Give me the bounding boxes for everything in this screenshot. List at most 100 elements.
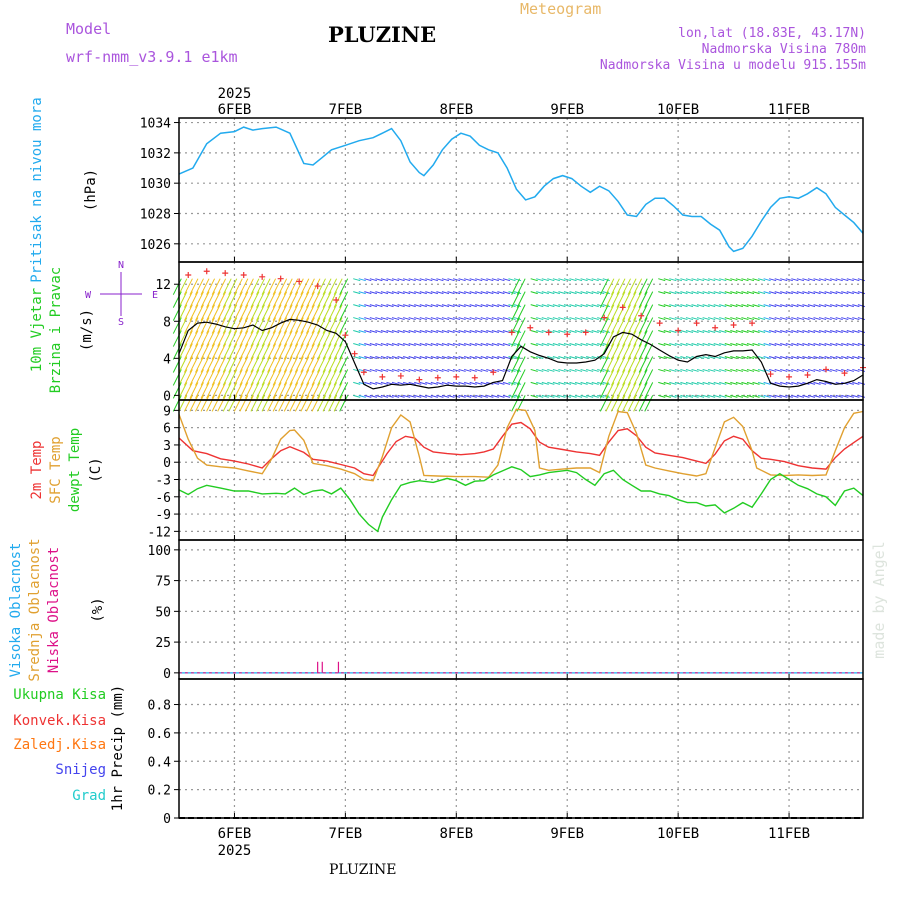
wind-barb: [458, 343, 466, 346]
wind-barb: [178, 278, 188, 295]
wind-barb: [305, 395, 315, 412]
wind-barb: [663, 394, 671, 398]
wind-barb: [685, 291, 694, 295]
gust-marker: [656, 320, 663, 327]
wind-barb: [638, 291, 648, 308]
y-tick-label: 4: [163, 352, 171, 367]
wind-barb: [375, 394, 383, 398]
wind-barb: [841, 330, 849, 334]
wind-barb: [752, 343, 760, 346]
wind-barb: [475, 278, 483, 282]
wind-barb: [328, 278, 338, 295]
wind-barb: [852, 317, 860, 321]
wind-barb: [513, 291, 522, 295]
wind-barb: [746, 304, 755, 308]
wind-barb: [780, 394, 788, 398]
wind-barb: [658, 343, 666, 346]
wind-barb: [283, 291, 293, 308]
wind-barb: [605, 291, 615, 308]
wind-barb: [222, 317, 232, 334]
wind-barb: [708, 317, 716, 321]
wind-barb: [369, 368, 378, 372]
wind-barb: [547, 291, 555, 295]
wind-barb: [627, 278, 637, 295]
wind-barb: [200, 330, 210, 347]
gust-marker: [360, 369, 367, 376]
wind-barb: [283, 330, 293, 347]
wind-barb: [774, 291, 782, 295]
lonlat-label: lon,lat (18.83E, 43.17N): [678, 26, 866, 41]
wind-barb: [380, 381, 389, 385]
wind-barb: [644, 304, 654, 321]
wind-barb: [719, 278, 727, 282]
wind-barb: [633, 343, 643, 360]
wind-barb: [322, 330, 332, 347]
wind-barb: [436, 291, 444, 295]
wind-barb: [414, 381, 422, 385]
wind-barb: [278, 382, 288, 399]
wind-barb: [691, 291, 699, 295]
wind-barb: [386, 355, 394, 359]
wind-barb: [552, 368, 561, 372]
wind-barb: [486, 368, 494, 372]
wind-barb: [369, 381, 378, 385]
wind-barb: [386, 317, 394, 321]
wind-barb: [791, 291, 799, 295]
wind-barb: [735, 304, 744, 308]
wind-barb: [283, 278, 293, 295]
wind-barb: [239, 369, 249, 386]
wind-barb: [835, 394, 843, 398]
wind-barb: [563, 304, 572, 308]
wind-barb: [852, 381, 860, 385]
wind-barb: [369, 278, 378, 282]
top-date-label: 7FEB: [329, 102, 363, 118]
wind-barb: [627, 304, 637, 321]
wind-barb: [513, 317, 522, 321]
wind-barb: [830, 317, 838, 321]
wind-barb: [300, 369, 310, 386]
wind-barb: [244, 304, 254, 321]
wind-barb: [511, 304, 521, 321]
wind-barb: [256, 304, 265, 321]
wind-barb: [317, 291, 326, 308]
wind-barb: [547, 394, 555, 398]
wind-barb: [536, 304, 544, 308]
wind-barb: [458, 304, 466, 308]
wind-barb: [713, 381, 721, 385]
wind-barb: [605, 395, 615, 412]
wind-barb: [558, 330, 566, 334]
wind-barb: [511, 330, 521, 347]
wind-barb: [391, 355, 400, 359]
wind-barb: [211, 395, 221, 412]
wind-barb: [233, 330, 243, 347]
wind-barb: [311, 356, 321, 373]
wind-barb: [769, 355, 777, 359]
wind-barb: [497, 343, 505, 346]
wind-barb: [785, 343, 793, 346]
wind-barb: [502, 355, 511, 359]
wind-barb: [328, 395, 338, 412]
wind-barb: [425, 291, 433, 295]
wind-barb: [591, 278, 599, 282]
wind-barb: [380, 368, 389, 372]
wind-barb: [261, 278, 271, 295]
wind-barb: [830, 330, 838, 334]
wind-barb: [172, 278, 182, 295]
wind-barb: [669, 330, 677, 334]
y-tick-label: 0.6: [148, 727, 171, 742]
wind-barb: [691, 368, 699, 372]
wind-barb: [217, 304, 227, 321]
gust-marker: [314, 283, 321, 290]
wind-barb: [663, 343, 671, 346]
wind-barb: [333, 382, 343, 399]
gust-marker: [619, 304, 626, 311]
wind-barb: [708, 304, 716, 308]
wind-barb: [441, 368, 450, 372]
wind-barb: [195, 343, 204, 360]
wind-barb: [211, 291, 221, 308]
wind-barb: [730, 394, 738, 398]
wind-barb: [735, 343, 744, 346]
wind-barb: [480, 343, 488, 346]
wind-barb: [785, 317, 793, 321]
wind-barb: [558, 381, 566, 385]
